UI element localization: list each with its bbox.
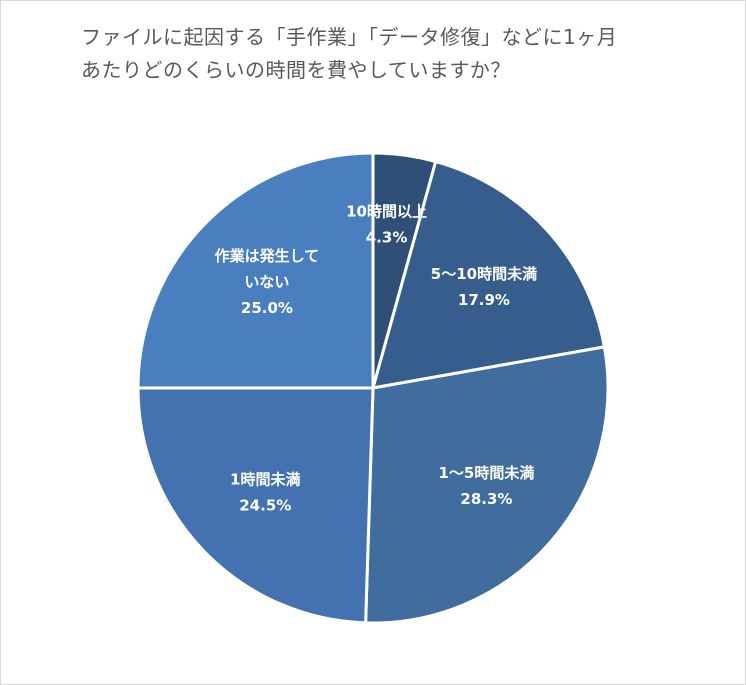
pie-slice-3 bbox=[364, 345, 610, 625]
slice-label-1: 10時間以上 4.3% bbox=[346, 203, 427, 247]
slice-value-label: 28.3% bbox=[460, 490, 512, 508]
chart-title: ファイルに起因する「手作業」「データ修復」などに1ヶ月 あたりどのくらいの時間を… bbox=[81, 21, 701, 87]
chart-title-line-2: あたりどのくらいの時間を費やしていますか？ bbox=[81, 58, 511, 82]
slice-category-label: 10時間以上 bbox=[346, 203, 427, 221]
pie-slice-4 bbox=[136, 386, 375, 625]
slice-category-label: いない bbox=[244, 273, 289, 291]
slice-category-label: 作業は発生して bbox=[215, 247, 320, 265]
slice-label-3: 1〜5時間未満 28.3% bbox=[439, 464, 535, 508]
slice-label-4: 1時間未満 24.5% bbox=[230, 470, 300, 514]
pie-slice-2 bbox=[371, 160, 606, 390]
slice-category-label: 1〜5時間未満 bbox=[439, 464, 535, 482]
slice-category-label: 1時間未満 bbox=[230, 470, 300, 488]
slice-value-label: 4.3% bbox=[366, 229, 408, 247]
slice-value-label: 25.0% bbox=[241, 299, 293, 317]
pie-slice-5 bbox=[136, 151, 375, 390]
slice-category-label: 5〜10時間未満 bbox=[431, 265, 537, 283]
slice-value-label: 24.5% bbox=[239, 496, 291, 514]
slice-value-label: 17.9% bbox=[458, 291, 510, 309]
slice-label-2: 5〜10時間未満 17.9% bbox=[431, 265, 537, 309]
chart-title-line-1: ファイルに起因する「手作業」「データ修復」などに1ヶ月 bbox=[81, 25, 618, 49]
